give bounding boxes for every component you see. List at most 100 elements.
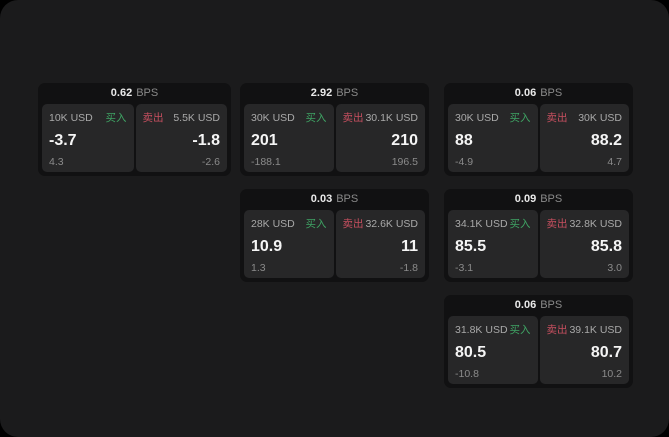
quote-panels: 31.8K USD 买入 80.5 -10.8 卖出 39.1K USD 80.… (448, 316, 629, 384)
quote-panels: 34.1K USD 买入 85.5 -3.1 卖出 32.8K USD 85.8… (448, 210, 629, 278)
sell-price: -1.8 (192, 131, 220, 149)
spread-value: 0.06 (514, 87, 537, 99)
buy-sub-value: -3.1 (455, 261, 474, 274)
spread-header: 0.62 BPS (42, 83, 227, 104)
sell-panel[interactable]: 卖出 39.1K USD 80.7 10.2 (539, 316, 629, 384)
buy-panel[interactable]: 28K USD 买入 10.9 1.3 (244, 210, 334, 278)
sell-sub-value: 196.5 (391, 155, 418, 168)
sell-label: 卖出 (546, 324, 568, 336)
sell-size: 30.1K USD (365, 111, 418, 124)
quote-card-3: 0.06 BPS 30K USD 买入 88 -4.9 卖出 30K USD 88… (444, 83, 633, 176)
sell-top-row: 卖出 30.1K USD (343, 110, 419, 125)
spread-header: 0.06 BPS (448, 295, 629, 316)
spread-header: 0.03 BPS (244, 189, 425, 210)
buy-size: 31.8K USD (455, 323, 508, 336)
quote-panels: 30K USD 买入 88 -4.9 卖出 30K USD 88.2 4.7 (448, 104, 629, 172)
sell-label: 卖出 (342, 218, 364, 230)
sell-price: 85.8 (590, 237, 622, 255)
quote-card-1: 0.62 BPS 10K USD 买入 -3.7 4.3 卖出 5.5K USD … (38, 83, 231, 176)
buy-label: 买入 (509, 112, 531, 124)
buy-size: 10K USD (49, 111, 93, 124)
spread-header: 2.92 BPS (244, 83, 425, 104)
buy-price: 85.5 (455, 237, 487, 255)
sell-label: 卖出 (342, 112, 364, 124)
sell-panel[interactable]: 卖出 32.8K USD 85.8 3.0 (539, 210, 629, 278)
buy-label: 买入 (509, 218, 531, 230)
buy-panel[interactable]: 34.1K USD 买入 85.5 -3.1 (448, 210, 538, 278)
sell-sub-value: 3.0 (607, 261, 622, 274)
sell-size: 30K USD (578, 111, 622, 124)
sell-label: 卖出 (546, 112, 568, 124)
buy-sub-value: -4.9 (455, 155, 474, 168)
buy-panel[interactable]: 30K USD 买入 201 -188.1 (244, 104, 334, 172)
sell-top-row: 卖出 5.5K USD (143, 110, 221, 125)
buy-top-row: 28K USD 买入 (251, 216, 327, 231)
sell-sub-value: 4.7 (607, 155, 622, 168)
buy-top-row: 10K USD 买入 (49, 110, 127, 125)
spread-unit-label: BPS (540, 299, 563, 311)
buy-price: 10.9 (251, 237, 283, 255)
sell-panel[interactable]: 卖出 30K USD 88.2 4.7 (539, 104, 629, 172)
sell-top-row: 卖出 32.6K USD (343, 216, 419, 231)
sell-top-row: 卖出 39.1K USD (547, 322, 623, 337)
buy-top-row: 34.1K USD 买入 (455, 216, 531, 231)
quote-card-6: 0.06 BPS 31.8K USD 买入 80.5 -10.8 卖出 39.1K… (444, 295, 633, 388)
buy-sub-value: -188.1 (251, 155, 281, 168)
quote-panels: 30K USD 买入 201 -188.1 卖出 30.1K USD 210 1… (244, 104, 425, 172)
sell-sub-value: -2.6 (201, 155, 220, 168)
quote-card-5: 0.09 BPS 34.1K USD 买入 85.5 -3.1 卖出 32.8K … (444, 189, 633, 282)
buy-label: 买入 (305, 112, 327, 124)
sell-panel[interactable]: 卖出 32.6K USD 11 -1.8 (335, 210, 425, 278)
sell-label: 卖出 (546, 218, 568, 230)
spread-value: 0.62 (110, 87, 133, 99)
buy-label: 买入 (305, 218, 327, 230)
sell-label: 卖出 (142, 112, 164, 124)
buy-price: 88 (455, 131, 473, 149)
buy-top-row: 30K USD 买入 (455, 110, 531, 125)
spread-value: 0.06 (514, 299, 537, 311)
buy-size: 34.1K USD (455, 217, 508, 230)
spread-unit-label: BPS (540, 193, 563, 205)
sell-size: 32.6K USD (365, 217, 418, 230)
sell-price: 11 (401, 237, 418, 255)
sell-sub-value: -1.8 (399, 261, 418, 274)
buy-panel[interactable]: 31.8K USD 买入 80.5 -10.8 (448, 316, 538, 384)
spread-header: 0.09 BPS (448, 189, 629, 210)
spread-unit-label: BPS (136, 87, 159, 99)
spread-header: 0.06 BPS (448, 83, 629, 104)
spread-unit-label: BPS (336, 193, 359, 205)
buy-size: 28K USD (251, 217, 295, 230)
buy-top-row: 30K USD 买入 (251, 110, 327, 125)
spread-value: 0.03 (310, 193, 333, 205)
buy-top-row: 31.8K USD 买入 (455, 322, 531, 337)
buy-price: 80.5 (455, 343, 487, 361)
buy-panel[interactable]: 30K USD 买入 88 -4.9 (448, 104, 538, 172)
buy-size: 30K USD (455, 111, 499, 124)
buy-price: 201 (251, 131, 278, 149)
spread-unit-label: BPS (540, 87, 563, 99)
buy-size: 30K USD (251, 111, 295, 124)
sell-size: 5.5K USD (173, 111, 220, 124)
sell-panel[interactable]: 卖出 5.5K USD -1.8 -2.6 (135, 104, 227, 172)
buy-sub-value: 1.3 (251, 261, 266, 274)
sell-top-row: 卖出 30K USD (547, 110, 623, 125)
buy-label: 买入 (509, 324, 531, 336)
quote-panels: 28K USD 买入 10.9 1.3 卖出 32.6K USD 11 -1.8 (244, 210, 425, 278)
spread-unit-label: BPS (336, 87, 359, 99)
buy-price: -3.7 (49, 131, 77, 149)
sell-price: 88.2 (590, 131, 622, 149)
sell-price: 210 (391, 131, 418, 149)
buy-sub-value: 4.3 (49, 155, 64, 168)
sell-top-row: 卖出 32.8K USD (547, 216, 623, 231)
quote-card-4: 0.03 BPS 28K USD 买入 10.9 1.3 卖出 32.6K USD… (240, 189, 429, 282)
quote-card-2: 2.92 BPS 30K USD 买入 201 -188.1 卖出 30.1K U… (240, 83, 429, 176)
buy-panel[interactable]: 10K USD 买入 -3.7 4.3 (42, 104, 134, 172)
sell-panel[interactable]: 卖出 30.1K USD 210 196.5 (335, 104, 425, 172)
buy-label: 买入 (105, 112, 127, 124)
sell-price: 80.7 (590, 343, 622, 361)
sell-size: 39.1K USD (569, 323, 622, 336)
sell-size: 32.8K USD (569, 217, 622, 230)
sell-sub-value: 10.2 (601, 367, 622, 380)
spread-value: 2.92 (310, 87, 333, 99)
